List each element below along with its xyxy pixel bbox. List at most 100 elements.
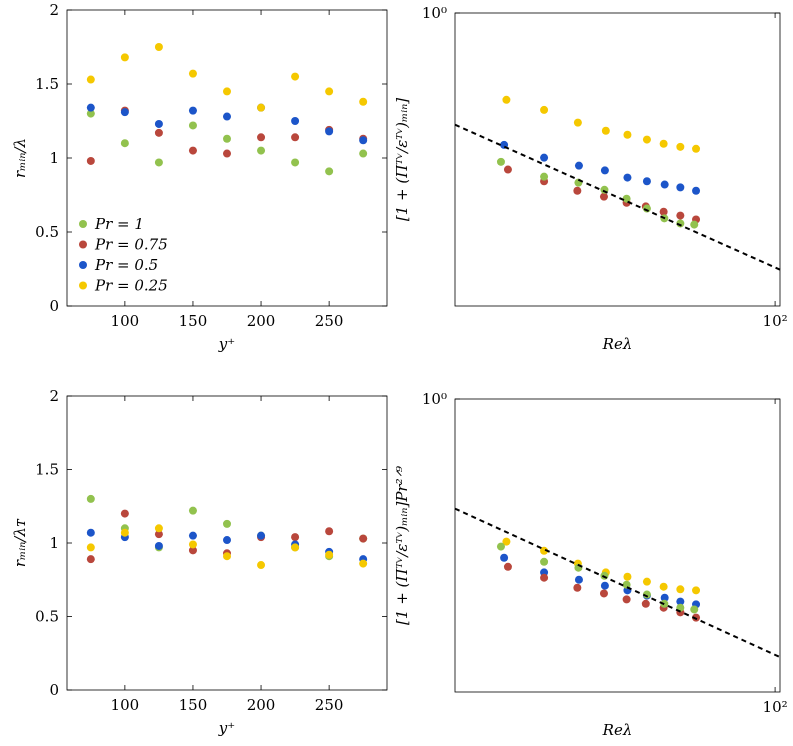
data-point bbox=[291, 158, 300, 167]
data-point bbox=[692, 586, 701, 595]
data-point bbox=[623, 173, 632, 182]
y-tick-label: 1.5 bbox=[35, 461, 59, 479]
data-point bbox=[623, 572, 632, 581]
x-tick-label: 250 bbox=[315, 312, 344, 330]
x-tick-label: 10² bbox=[763, 698, 788, 716]
y-tick-label: 10⁰ bbox=[422, 390, 447, 408]
data-point bbox=[325, 527, 334, 536]
data-point bbox=[223, 552, 231, 561]
data-point bbox=[86, 109, 95, 118]
data-point bbox=[359, 559, 368, 568]
y-axis-label: [1 + (Πᵀᵛ/εᵀᵛ)ₘᵢₙ] bbox=[393, 98, 411, 221]
data-point bbox=[359, 534, 368, 543]
data-point bbox=[154, 524, 163, 533]
data-point bbox=[540, 153, 549, 162]
data-point bbox=[599, 192, 608, 201]
data-point bbox=[223, 112, 231, 121]
data-point bbox=[291, 533, 300, 542]
data-point bbox=[642, 577, 651, 586]
data-point bbox=[120, 139, 129, 148]
data-point bbox=[692, 613, 701, 622]
data-point bbox=[359, 97, 368, 106]
data-point bbox=[622, 595, 631, 604]
data-point bbox=[496, 542, 505, 551]
x-tick-label: 150 bbox=[179, 696, 208, 714]
data-point bbox=[359, 149, 368, 158]
data-point bbox=[574, 161, 583, 170]
data-point bbox=[500, 553, 509, 562]
data-point bbox=[154, 128, 163, 137]
data-point bbox=[573, 118, 582, 127]
data-point bbox=[154, 530, 163, 539]
data-point bbox=[503, 562, 512, 571]
legend-marker bbox=[79, 281, 87, 290]
data-point bbox=[154, 158, 163, 167]
data-point bbox=[690, 605, 699, 614]
data-point bbox=[642, 204, 651, 213]
data-point bbox=[86, 156, 95, 165]
data-point bbox=[623, 130, 632, 139]
y-tick-label: 0 bbox=[49, 297, 59, 315]
data-point bbox=[154, 119, 163, 128]
data-point bbox=[622, 580, 631, 589]
data-point bbox=[600, 581, 609, 590]
data-point bbox=[503, 165, 512, 174]
data-point bbox=[692, 144, 701, 153]
data-point bbox=[188, 540, 197, 549]
x-tick-label: 200 bbox=[247, 696, 276, 714]
data-point bbox=[642, 177, 651, 186]
data-point bbox=[659, 139, 668, 148]
y-axis-label: rₘᵢₙ/λ bbox=[11, 138, 29, 178]
data-point bbox=[291, 543, 300, 552]
data-point bbox=[291, 117, 300, 125]
data-point bbox=[223, 87, 231, 96]
data-point bbox=[659, 582, 668, 591]
y-tick-label: 1 bbox=[49, 149, 59, 167]
data-point bbox=[86, 555, 95, 564]
legend-label: Pr = 0.5 bbox=[94, 256, 158, 274]
data-point bbox=[690, 220, 699, 229]
data-point bbox=[502, 95, 511, 104]
data-point bbox=[188, 106, 197, 115]
data-point bbox=[120, 528, 129, 537]
data-point bbox=[257, 133, 266, 142]
data-point bbox=[600, 571, 609, 580]
data-point bbox=[659, 207, 668, 216]
data-point bbox=[573, 186, 582, 195]
y-tick-label: 0.5 bbox=[35, 608, 59, 626]
data-point bbox=[641, 599, 650, 608]
plot-frame bbox=[454, 398, 781, 693]
data-point bbox=[188, 146, 197, 155]
legend-label: Pr = 0.75 bbox=[94, 236, 168, 254]
data-point bbox=[291, 72, 300, 81]
legend-marker bbox=[79, 220, 87, 228]
data-point bbox=[223, 149, 231, 158]
trend-line bbox=[454, 507, 781, 659]
data-point bbox=[86, 103, 95, 112]
data-point bbox=[540, 546, 549, 555]
data-point bbox=[325, 127, 334, 136]
data-point bbox=[676, 585, 685, 594]
data-point bbox=[502, 537, 511, 546]
data-point bbox=[257, 103, 266, 112]
data-point bbox=[154, 43, 163, 51]
data-point bbox=[573, 583, 582, 592]
data-point bbox=[660, 180, 669, 189]
data-point bbox=[325, 167, 334, 176]
legend-label: Pr = 0.25 bbox=[94, 277, 168, 295]
legend-marker bbox=[79, 261, 87, 269]
data-point bbox=[540, 172, 549, 181]
data-point bbox=[120, 108, 129, 117]
data-point bbox=[223, 536, 231, 545]
y-axis-label: rₘᵢₙ/λᴛ bbox=[11, 518, 29, 567]
data-point bbox=[154, 541, 163, 550]
data-point bbox=[676, 183, 685, 192]
data-point bbox=[86, 494, 95, 503]
data-point bbox=[574, 575, 583, 584]
data-point bbox=[223, 134, 231, 143]
legend-label: Pr = 1 bbox=[94, 215, 144, 233]
data-point bbox=[676, 597, 685, 606]
x-tick-label: 150 bbox=[179, 312, 208, 330]
data-point bbox=[622, 194, 631, 203]
